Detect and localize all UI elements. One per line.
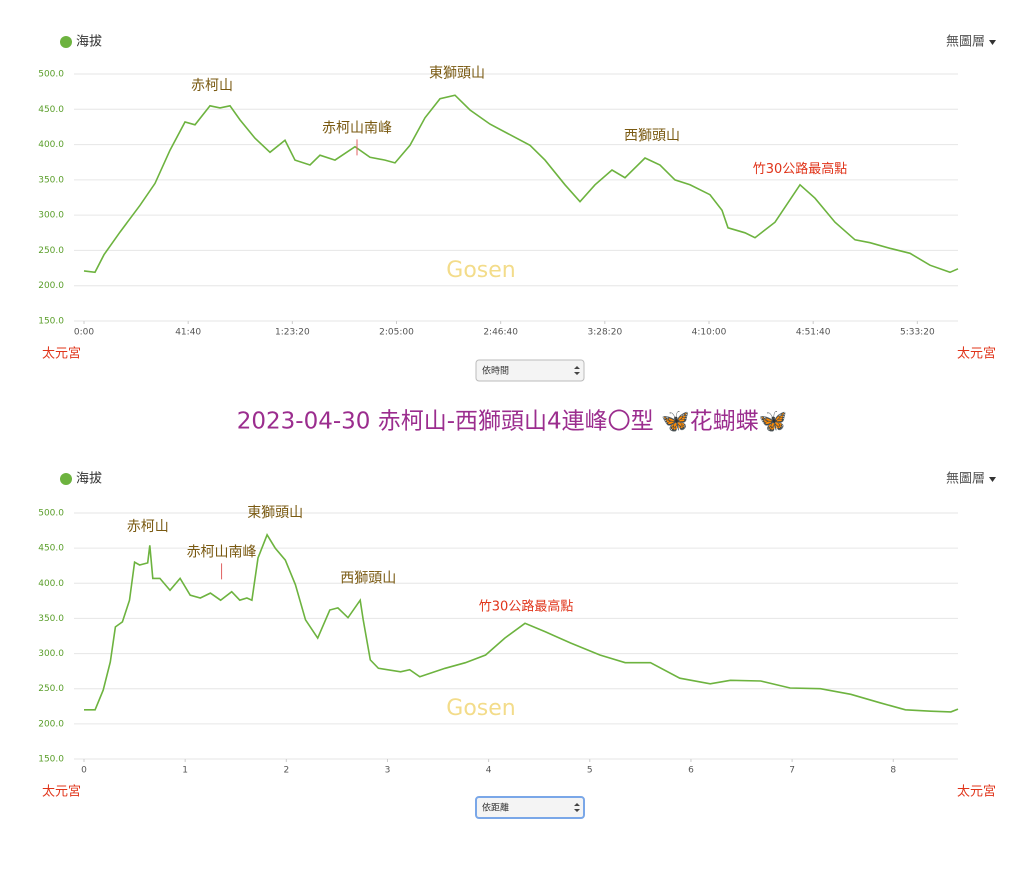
y-tick-label: 150.0 xyxy=(38,755,64,765)
layer-menu-arrow xyxy=(989,477,996,482)
annotation: 赤柯山 xyxy=(191,78,233,94)
x-tick-label: 0 xyxy=(81,766,87,776)
legend-dot xyxy=(60,36,72,48)
x-tick-label: 6 xyxy=(688,766,694,776)
y-tick-label: 200.0 xyxy=(38,719,64,729)
x-tick-label: 2 xyxy=(283,766,289,776)
y-tick-label: 350.0 xyxy=(38,175,64,185)
annotation: 赤柯山 xyxy=(127,519,169,535)
legend-label: 海拔 xyxy=(76,472,102,487)
y-tick-label: 250.0 xyxy=(38,684,64,694)
x-tick-label: 1 xyxy=(182,766,188,776)
x-tick-label: 5:33:20 xyxy=(900,328,935,338)
annotation: 竹30公路最高點 xyxy=(753,161,848,177)
annotation: 赤柯山南峰 xyxy=(187,544,257,560)
y-tick-label: 300.0 xyxy=(38,211,64,221)
x-tick-label: 3 xyxy=(385,766,391,776)
annotation: 西獅頭山 xyxy=(340,570,396,586)
watermark: Gosen xyxy=(446,696,515,721)
y-tick-label: 400.0 xyxy=(38,140,64,150)
x-tick-label: 4:51:40 xyxy=(796,328,831,338)
selector-label[interactable]: 依距離 xyxy=(482,802,509,814)
y-tick-label: 400.0 xyxy=(38,579,64,589)
y-tick-label: 350.0 xyxy=(38,614,64,624)
page-title: 2023-04-30 赤柯山-西獅頭山4連峰〇型 🦋花蝴蝶🦋 xyxy=(237,409,788,435)
selector-label[interactable]: 依時間 xyxy=(482,365,509,377)
start-label: 太元宮 xyxy=(42,784,81,800)
x-tick-label: 5 xyxy=(587,766,593,776)
annotation: 東獅頭山 xyxy=(429,65,485,81)
x-tick-label: 0:00 xyxy=(74,328,94,338)
y-tick-label: 300.0 xyxy=(38,649,64,659)
end-label: 太元宮 xyxy=(957,346,996,362)
y-tick-label: 450.0 xyxy=(38,105,64,115)
x-tick-label: 41:40 xyxy=(175,328,201,338)
y-tick-label: 250.0 xyxy=(38,246,64,256)
y-tick-label: 450.0 xyxy=(38,544,64,554)
legend-dot xyxy=(60,473,72,485)
annotation: 東獅頭山 xyxy=(247,505,303,521)
end-label: 太元宮 xyxy=(957,784,996,800)
selector-arrows xyxy=(574,366,580,375)
annotation: 竹30公路最高點 xyxy=(479,599,574,615)
x-tick-label: 1:23:20 xyxy=(275,328,310,338)
elevation-line xyxy=(84,533,959,713)
x-tick-label: 4 xyxy=(486,766,492,776)
x-tick-label: 8 xyxy=(890,766,896,776)
annotation: 西獅頭山 xyxy=(624,128,680,144)
selector-box[interactable] xyxy=(475,796,585,819)
watermark: Gosen xyxy=(446,258,515,283)
y-tick-label: 150.0 xyxy=(38,317,64,327)
layer-menu[interactable]: 無圖層 xyxy=(946,472,985,487)
x-tick-label: 7 xyxy=(789,766,795,776)
x-tick-label: 2:05:00 xyxy=(379,328,414,338)
selector-arrows xyxy=(574,803,580,812)
y-tick-label: 500.0 xyxy=(38,70,64,80)
selector-box[interactable] xyxy=(475,359,585,382)
layer-menu[interactable]: 無圖層 xyxy=(946,35,985,50)
layer-menu-arrow xyxy=(989,40,996,45)
x-tick-label: 4:10:00 xyxy=(692,328,727,338)
x-tick-label: 2:46:40 xyxy=(483,328,518,338)
elevation-line xyxy=(83,94,959,274)
annotation: 赤柯山南峰 xyxy=(322,120,392,136)
y-tick-label: 500.0 xyxy=(38,509,64,519)
legend-label: 海拔 xyxy=(76,35,102,50)
x-tick-label: 3:28:20 xyxy=(587,328,622,338)
start-label: 太元宮 xyxy=(42,346,81,362)
y-tick-label: 200.0 xyxy=(38,281,64,291)
